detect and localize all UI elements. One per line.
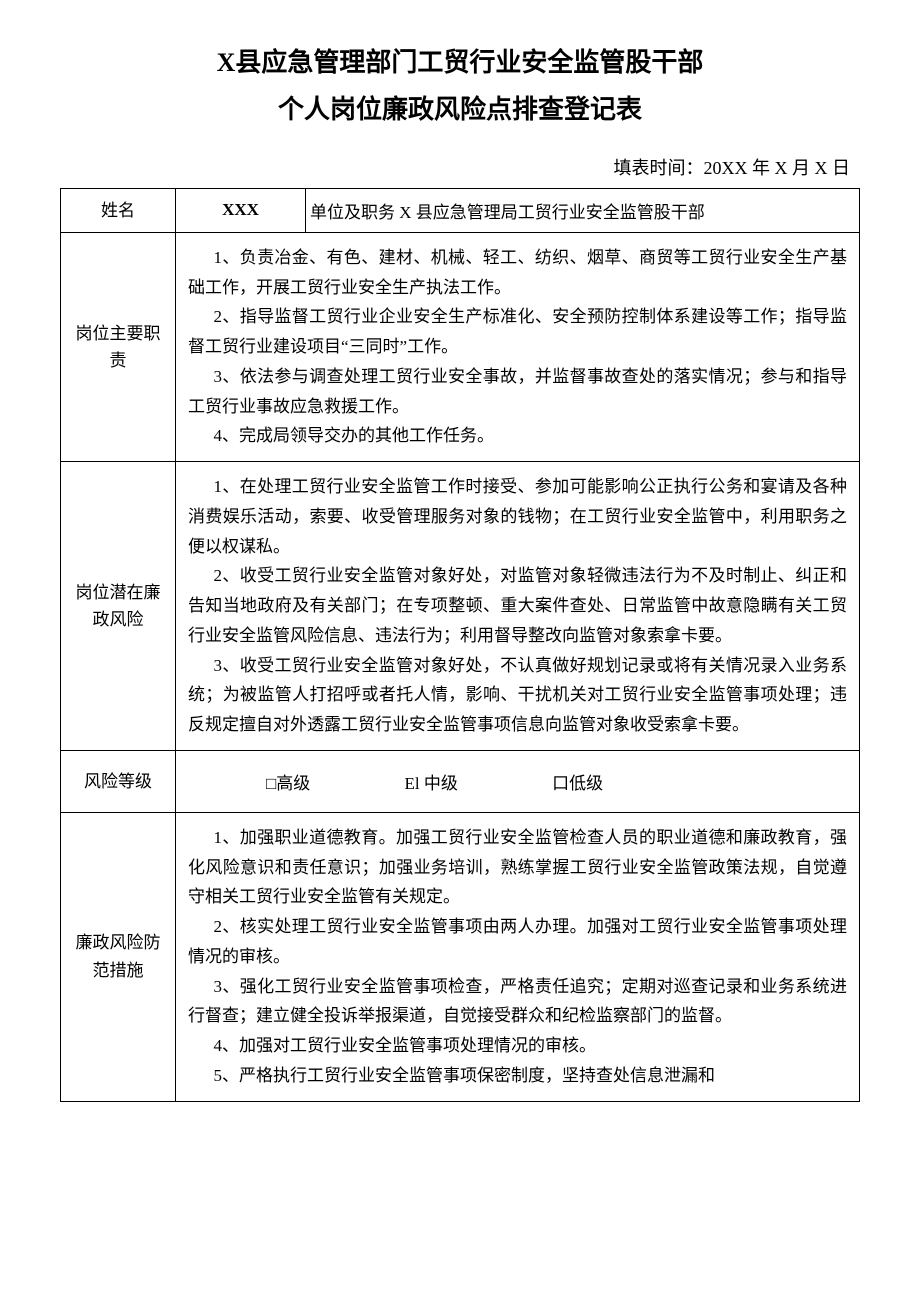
level-option-mid: El 中级	[405, 769, 458, 794]
measure-label: 廉政风险防范措施	[61, 812, 176, 1101]
duty-item: 4、完成局领导交办的其他工作任务。	[188, 421, 847, 451]
row-duty: 岗位主要职责 1、负责冶金、有色、建材、机械、轻工、纺织、烟草、商贸等工贸行业安…	[61, 232, 860, 461]
duty-item: 2、指导监督工贸行业企业安全生产标准化、安全预防控制体系建设等工作；指导监督工贸…	[188, 302, 847, 362]
risk-content: 1、在处理工贸行业安全监管工作时接受、参加可能影响公正执行公务和宴请及各种消费娱…	[176, 462, 860, 751]
level-option-low: 口低级	[552, 769, 603, 794]
name-label: 姓名	[61, 188, 176, 232]
title-line-1: X县应急管理部门工贸行业安全监管股干部	[60, 40, 860, 87]
duty-label: 岗位主要职责	[61, 232, 176, 461]
risk-item: 1、在处理工贸行业安全监管工作时接受、参加可能影响公正执行公务和宴请及各种消费娱…	[188, 472, 847, 561]
title-line-2: 个人岗位廉政风险点排查登记表	[60, 87, 860, 134]
measure-content: 1、加强职业道德教育。加强工贸行业安全监管检查人员的职业道德和廉政教育，强化风险…	[176, 812, 860, 1101]
unit-cell: 单位及职务 X 县应急管理局工贸行业安全监管股干部	[306, 188, 860, 232]
row-name: 姓名 XXX 单位及职务 X 县应急管理局工贸行业安全监管股干部	[61, 188, 860, 232]
document-title: X县应急管理部门工贸行业安全监管股干部 个人岗位廉政风险点排查登记表	[60, 40, 860, 134]
measure-item: 4、加强对工贸行业安全监管事项处理情况的审核。	[188, 1031, 847, 1061]
level-options: □高级 El 中级 口低级	[176, 750, 860, 812]
measure-item: 3、强化工贸行业安全监管事项检查，严格责任追究；定期对巡查记录和业务系统进行督查…	[188, 972, 847, 1032]
level-option-high: □高级	[266, 769, 310, 794]
measure-item: 2、核实处理工贸行业安全监管事项由两人办理。加强对工贸行业安全监管事项处理情况的…	[188, 912, 847, 972]
risk-registration-table: 姓名 XXX 单位及职务 X 县应急管理局工贸行业安全监管股干部 岗位主要职责 …	[60, 188, 860, 1102]
duty-content: 1、负责冶金、有色、建材、机械、轻工、纺织、烟草、商贸等工贸行业安全生产基础工作…	[176, 232, 860, 461]
measure-item: 5、严格执行工贸行业安全监管事项保密制度，坚持查处信息泄漏和	[188, 1061, 847, 1091]
unit-label: 单位及职务	[310, 203, 395, 222]
risk-label: 岗位潜在廉政风险	[61, 462, 176, 751]
row-level: 风险等级 □高级 El 中级 口低级	[61, 750, 860, 812]
unit-value: X 县应急管理局工贸行业安全监管股干部	[399, 203, 705, 222]
fill-time: 填表时间：20XX 年 X 月 X 日	[60, 154, 860, 180]
measure-item: 1、加强职业道德教育。加强工贸行业安全监管检查人员的职业道德和廉政教育，强化风险…	[188, 823, 847, 912]
name-value: XXX	[176, 188, 306, 232]
level-label: 风险等级	[61, 750, 176, 812]
row-risk: 岗位潜在廉政风险 1、在处理工贸行业安全监管工作时接受、参加可能影响公正执行公务…	[61, 462, 860, 751]
duty-item: 3、依法参与调查处理工贸行业安全事故，并监督事故查处的落实情况；参与和指导工贸行…	[188, 362, 847, 422]
row-measure: 廉政风险防范措施 1、加强职业道德教育。加强工贸行业安全监管检查人员的职业道德和…	[61, 812, 860, 1101]
duty-item: 1、负责冶金、有色、建材、机械、轻工、纺织、烟草、商贸等工贸行业安全生产基础工作…	[188, 243, 847, 303]
risk-item: 2、收受工贸行业安全监管对象好处，对监管对象轻微违法行为不及时制止、纠正和告知当…	[188, 561, 847, 650]
risk-item: 3、收受工贸行业安全监管对象好处，不认真做好规划记录或将有关情况录入业务系统；为…	[188, 651, 847, 740]
